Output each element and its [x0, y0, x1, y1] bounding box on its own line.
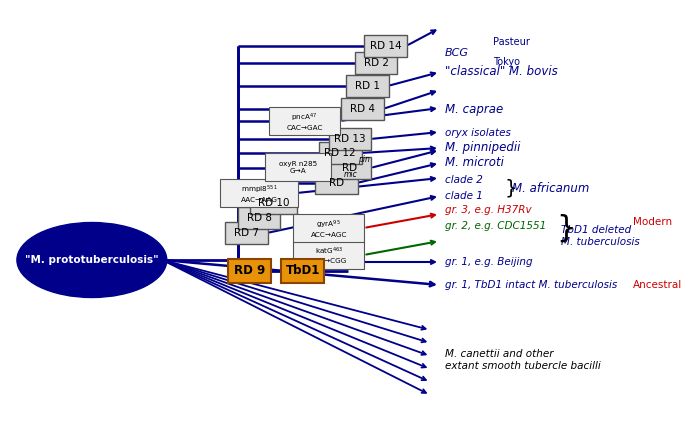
Text: mic: mic	[344, 170, 358, 179]
Text: RD 12: RD 12	[325, 148, 356, 158]
Text: BCG: BCG	[444, 48, 469, 58]
FancyBboxPatch shape	[319, 142, 362, 164]
Text: M. africanum: M. africanum	[513, 181, 590, 195]
Text: katG$^{463}$
CTG→CGG: katG$^{463}$ CTG→CGG	[310, 246, 347, 264]
FancyBboxPatch shape	[265, 153, 331, 181]
Text: RD 7: RD 7	[234, 228, 259, 238]
FancyBboxPatch shape	[228, 259, 271, 283]
Text: M. microti: M. microti	[444, 157, 504, 170]
Text: "M. prototuberculosis": "M. prototuberculosis"	[25, 255, 158, 265]
FancyBboxPatch shape	[329, 128, 371, 150]
Text: RD 1: RD 1	[355, 81, 380, 91]
FancyBboxPatch shape	[269, 107, 340, 135]
Text: pncA$^{47}$
CAC→GAC: pncA$^{47}$ CAC→GAC	[287, 111, 322, 131]
Text: RD: RD	[329, 178, 344, 188]
Text: RD 14: RD 14	[370, 41, 402, 51]
FancyBboxPatch shape	[250, 192, 297, 214]
Text: TbD1 deleted
M. tuberculosis: TbD1 deleted M. tuberculosis	[561, 225, 639, 247]
Text: TbD1: TbD1	[285, 264, 320, 277]
Text: oxyR n285
G→A: oxyR n285 G→A	[278, 160, 317, 173]
Text: Tokyo: Tokyo	[493, 57, 520, 67]
Text: gr. 1, e.g. Beijing: gr. 1, e.g. Beijing	[444, 257, 533, 267]
Text: RD 8: RD 8	[247, 213, 271, 223]
Text: }: }	[504, 179, 517, 197]
Text: RD 10: RD 10	[258, 198, 289, 208]
Text: Ancestral: Ancestral	[633, 280, 683, 290]
FancyBboxPatch shape	[220, 179, 298, 207]
Text: RD 4: RD 4	[350, 104, 375, 114]
Text: pin: pin	[358, 155, 369, 164]
FancyBboxPatch shape	[346, 75, 389, 97]
Text: RD: RD	[342, 163, 358, 173]
Text: gr. 1, TbD1 intact M. tuberculosis: gr. 1, TbD1 intact M. tuberculosis	[444, 280, 617, 290]
Text: oryx isolates: oryx isolates	[444, 128, 511, 138]
Text: Pasteur: Pasteur	[493, 37, 530, 47]
Text: mmpI8$^{551}$
AAC→AAG: mmpI8$^{551}$ AAC→AAG	[240, 184, 278, 203]
FancyBboxPatch shape	[293, 214, 364, 242]
FancyBboxPatch shape	[315, 172, 358, 194]
Text: }: }	[556, 213, 575, 242]
FancyBboxPatch shape	[225, 222, 268, 244]
Text: RD 2: RD 2	[364, 58, 389, 68]
FancyBboxPatch shape	[364, 35, 407, 57]
Text: clade 1: clade 1	[444, 191, 482, 201]
Text: gr. 3, e.g. H37Rv: gr. 3, e.g. H37Rv	[444, 205, 531, 215]
FancyBboxPatch shape	[281, 259, 324, 283]
Text: gr. 2, e.g. CDC1551: gr. 2, e.g. CDC1551	[444, 221, 546, 231]
Text: clade 2: clade 2	[444, 175, 482, 185]
Text: gyrA$^{95}$
ACC→AGC: gyrA$^{95}$ ACC→AGC	[311, 218, 347, 237]
FancyBboxPatch shape	[341, 98, 384, 120]
Text: M. caprae: M. caprae	[444, 102, 503, 115]
Text: M. canettii and other
extant smooth tubercle bacilli: M. canettii and other extant smooth tube…	[444, 349, 600, 371]
FancyBboxPatch shape	[238, 207, 280, 229]
Text: RD 13: RD 13	[334, 134, 366, 144]
Text: Modern: Modern	[633, 217, 672, 227]
Text: RD 9: RD 9	[234, 264, 265, 277]
FancyBboxPatch shape	[355, 52, 398, 74]
Text: "classical" M. bovis: "classical" M. bovis	[444, 64, 557, 77]
Ellipse shape	[17, 223, 167, 298]
Text: M. pinnipedii: M. pinnipedii	[444, 141, 520, 155]
FancyBboxPatch shape	[329, 157, 371, 179]
FancyBboxPatch shape	[293, 241, 364, 269]
